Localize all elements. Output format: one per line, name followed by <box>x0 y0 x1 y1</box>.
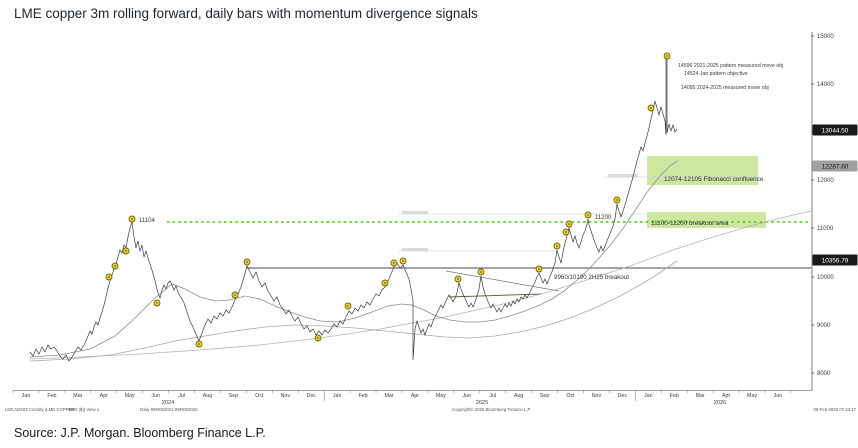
month-label: Apr <box>411 393 419 399</box>
footer-copyright: Copyright© 2026 Bloomberg Finance L.P. <box>452 407 531 412</box>
divergence-signal-dot <box>347 305 349 307</box>
axis-price-badge-label: 13044.50 <box>822 127 849 134</box>
axis-price-badge-label: 10356.79 <box>822 257 849 264</box>
fib-label-smudge <box>402 211 428 215</box>
footer-timestamp: 09-Feb-2026 07:43:17 <box>813 407 856 412</box>
oct-high-label: 11200 <box>595 215 612 221</box>
objective-label-1: 14596 2021-2025 pattern measured move ob… <box>678 63 783 69</box>
divergence-signal-dot <box>234 294 236 296</box>
divergence-signal-dot <box>131 218 133 220</box>
month-label: Aug <box>514 393 523 399</box>
year-label: 2024 <box>162 400 174 406</box>
chart-title: LME copper 3m rolling forward, daily bar… <box>14 6 478 21</box>
fib-label-smudge <box>402 248 428 252</box>
y-tick-label: 11000 <box>817 226 834 232</box>
month-label: Mar <box>73 393 82 399</box>
divergence-signal-dot <box>246 261 248 263</box>
axis-price-badge <box>812 124 858 136</box>
axis-price-badge-label: 12287.60 <box>822 163 849 170</box>
month-label: Jun <box>151 393 160 399</box>
divergence-signal-dot <box>393 262 395 264</box>
month-label: Apr <box>100 393 108 399</box>
month-label: Apr <box>722 393 730 399</box>
year-label: 2026 <box>714 400 726 406</box>
axis-price-badge <box>812 254 858 266</box>
divergence-signal-dot <box>556 245 558 247</box>
h2-2025-breakout-label: 9960/10190 2H25 breakout <box>554 274 629 281</box>
divergence-signal-dot <box>666 55 668 57</box>
axis-price-badge <box>812 160 858 172</box>
breakout-area-label: 11100-11200 breakout area <box>651 220 729 227</box>
month-label: Jan <box>333 393 342 399</box>
y-tick-label: 14000 <box>817 82 834 88</box>
month-label: Mar <box>384 393 393 399</box>
divergence-signal-dot <box>198 343 200 345</box>
month-label: Feb <box>359 393 368 399</box>
divergence-signal-dot <box>156 302 158 304</box>
footer-range: Daily 09FEB2021-09FEB2026 <box>140 407 198 412</box>
month-label: Jan <box>644 393 653 399</box>
footer-security-2: 3MO ($)) View 1 <box>68 407 100 412</box>
fast-moving-average <box>29 160 678 358</box>
month-label: Sep <box>229 393 238 399</box>
y-tick-label: 9000 <box>817 323 831 329</box>
month-label: Oct <box>255 393 264 399</box>
divergence-signal-dot <box>538 268 540 270</box>
objective-label-2: 14524 Jan pattern objective <box>684 71 748 77</box>
divergence-signal-dot <box>565 231 567 233</box>
divergence-signal-dot <box>568 223 570 225</box>
divergence-signal-dot <box>317 337 319 339</box>
month-label: May <box>747 393 757 399</box>
breakout-area-zone <box>647 212 766 228</box>
y-tick-label: 12000 <box>817 178 834 184</box>
fibonacci-confluence-label: 12074-12105 Fibonacci confluence <box>664 176 764 183</box>
month-label: Nov <box>281 393 291 399</box>
fib-label-smudge <box>608 174 638 178</box>
month-label: Jan <box>22 393 31 399</box>
divergence-signal-dot <box>125 250 127 252</box>
month-label: Dec <box>618 393 628 399</box>
month-label: Dec <box>307 393 317 399</box>
divergence-signal-dot <box>384 282 386 284</box>
divergence-signal-dot <box>587 214 589 216</box>
y-tick-label: 8000 <box>817 371 831 377</box>
divergence-signal-dot <box>480 271 482 273</box>
divergence-signal-dot <box>457 278 459 280</box>
y-tick-label: 10000 <box>817 275 834 281</box>
month-label: Oct <box>566 393 575 399</box>
footer-security: LMCADS03 Comdty (LME COPPER <box>5 407 75 412</box>
month-label: Nov <box>592 393 602 399</box>
y-tick-label: 15000 <box>817 34 834 40</box>
triangle-upper-trendline <box>445 270 560 292</box>
month-label: Jun <box>774 393 783 399</box>
long-term-trend-curve <box>29 210 812 360</box>
month-label: Sep <box>540 393 549 399</box>
price-series <box>29 59 678 362</box>
month-label: Jul <box>178 393 185 399</box>
month-label: May <box>436 393 446 399</box>
source-attribution: Source: J.P. Morgan. Bloomberg Finance L… <box>14 426 266 440</box>
month-label: May <box>125 393 135 399</box>
month-label: Feb <box>670 393 679 399</box>
divergence-signal-dot <box>108 276 110 278</box>
month-label: Feb <box>47 393 56 399</box>
objective-label-3: 14095 2024-2025 measured move obj <box>681 85 769 91</box>
year-label: 2025 <box>476 400 488 406</box>
divergence-signal-dot <box>114 265 116 267</box>
peak-price-label: 11104 <box>139 218 155 224</box>
divergence-signal-dot <box>402 260 404 262</box>
month-label: Jul <box>489 393 496 399</box>
divergence-signal-dot <box>650 107 652 109</box>
divergence-signal-dot <box>616 199 618 201</box>
month-label: Aug <box>203 393 212 399</box>
month-label: Jun <box>463 393 472 399</box>
month-label: Mar <box>696 393 705 399</box>
